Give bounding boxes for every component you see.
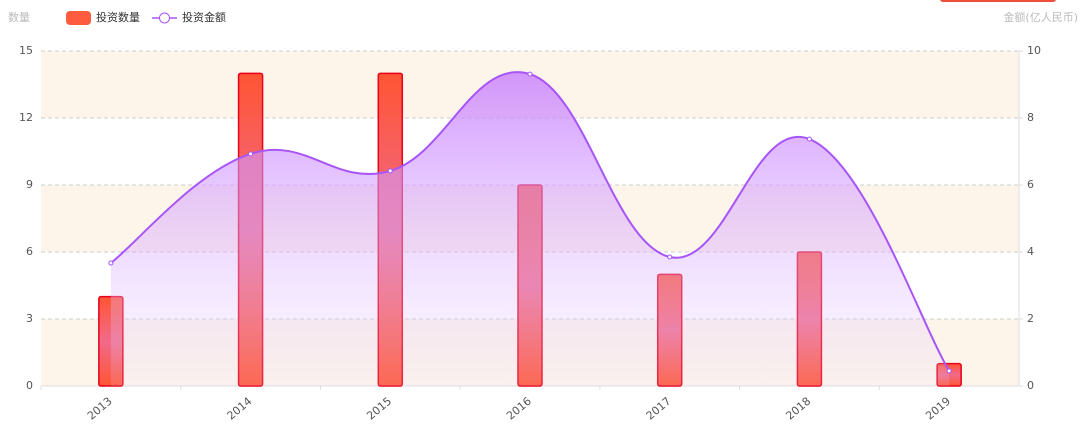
y2-tick-label: 6 <box>1027 178 1034 191</box>
x-tick-label: 2013 <box>85 395 115 423</box>
legend-label: 投资金额 <box>182 10 226 24</box>
x-tick-label: 2019 <box>923 395 953 423</box>
point <box>527 71 533 77</box>
y-tick-label: 15 <box>19 44 33 57</box>
point <box>806 136 812 142</box>
legend-label: 投资数量 <box>96 10 140 24</box>
y-tick-label: 6 <box>26 245 33 258</box>
y-axis-label: 数量 <box>8 11 30 24</box>
line <box>110 71 950 372</box>
y2-tick-label: 2 <box>1027 312 1034 325</box>
y2-tick-label: 10 <box>1027 44 1041 57</box>
y2-tick-label: 0 <box>1027 379 1034 392</box>
y2-tick-label: 8 <box>1027 111 1034 124</box>
area <box>110 72 950 386</box>
y-tick-label: 3 <box>26 312 33 325</box>
legend-swatch <box>159 12 170 24</box>
y-tick-label: 12 <box>19 111 33 124</box>
y-tick-label: 0 <box>26 379 33 392</box>
point <box>387 168 393 174</box>
x-tick-label: 2016 <box>504 395 534 423</box>
point <box>667 254 673 260</box>
x-tick-label: 2018 <box>783 395 813 423</box>
x-tick-label: 2015 <box>364 395 394 423</box>
y2-tick-label: 4 <box>1027 245 1034 258</box>
legend-swatch <box>66 11 91 25</box>
y-tick-label: 9 <box>26 178 33 191</box>
x-tick-label: 2014 <box>225 395 255 423</box>
x-tick-label: 2017 <box>644 395 674 423</box>
point <box>248 151 254 157</box>
point <box>108 260 114 266</box>
legend: 投资数量 投资金额 <box>66 10 226 25</box>
point <box>946 368 952 374</box>
y2-axis-label: 金额(亿人民币) <box>1003 10 1078 24</box>
button[interactable] <box>940 0 1056 2</box>
